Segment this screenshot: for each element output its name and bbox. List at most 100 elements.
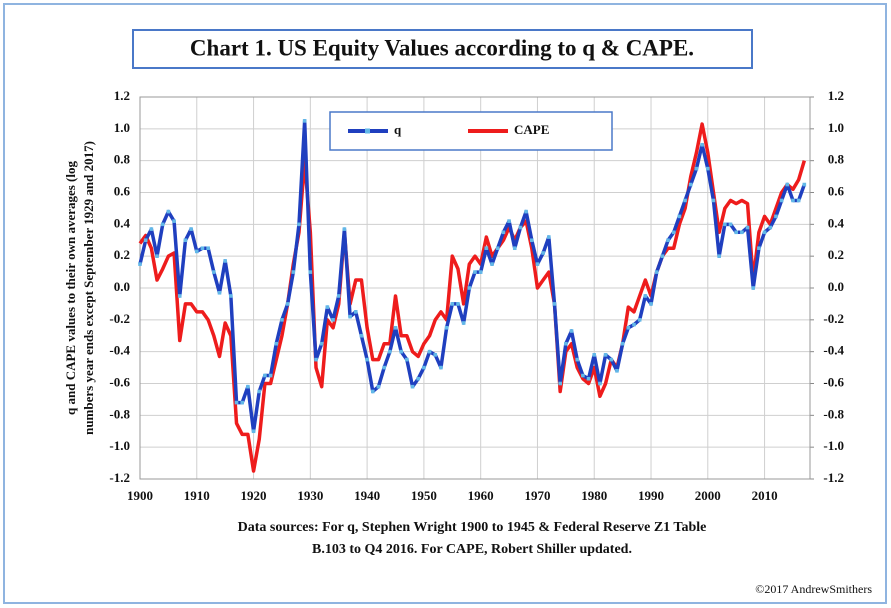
x-tick-label: 1970 — [524, 488, 550, 503]
series-marker — [206, 246, 210, 251]
series-marker — [558, 381, 562, 386]
series-marker — [603, 353, 608, 357]
x-tick-label: 1950 — [411, 488, 437, 503]
series-marker — [370, 389, 375, 394]
series-marker — [802, 182, 807, 187]
series-marker — [609, 357, 614, 362]
series-marker — [512, 246, 517, 251]
series-marker — [586, 376, 591, 381]
x-tick-label: 1920 — [241, 488, 267, 503]
y2-tick-label: 0.4 — [828, 215, 845, 230]
y2-tick-label: -0.6 — [823, 374, 844, 389]
series-marker — [189, 227, 193, 231]
series-marker — [376, 384, 381, 389]
series-marker — [569, 329, 574, 333]
series-marker — [757, 246, 761, 251]
y2-tick-label: 0.0 — [828, 279, 844, 294]
series-marker — [734, 230, 738, 235]
series-marker — [331, 318, 335, 322]
x-tick-label: 1990 — [638, 488, 664, 503]
x-tick-label: 1960 — [468, 488, 494, 503]
series-marker — [666, 238, 670, 243]
x-tick-label: 1910 — [184, 488, 210, 503]
series-marker — [359, 333, 364, 338]
series-marker — [615, 368, 619, 373]
series-marker — [467, 286, 472, 290]
series-marker — [700, 142, 704, 147]
series-marker — [717, 254, 721, 258]
series-marker — [796, 198, 801, 203]
series-marker — [314, 357, 318, 362]
series-line — [138, 122, 806, 473]
series-marker — [422, 365, 426, 370]
series-marker — [575, 357, 580, 362]
y-tick-label: 0.8 — [114, 152, 131, 167]
series-marker — [302, 119, 307, 123]
legend-label: CAPE — [514, 122, 549, 137]
series-marker — [524, 209, 528, 214]
series-marker — [393, 325, 398, 330]
series-marker — [592, 353, 597, 357]
series-marker — [581, 373, 585, 378]
series-marker — [200, 246, 205, 251]
series-marker — [251, 429, 256, 434]
series-marker — [212, 270, 216, 274]
series-marker — [217, 290, 222, 295]
series-marker — [274, 341, 279, 346]
frame — [3, 3, 887, 604]
series-marker — [160, 222, 165, 227]
series-marker — [177, 294, 182, 298]
series-marker — [791, 198, 795, 203]
series-marker — [740, 230, 744, 235]
series-marker — [683, 198, 687, 203]
series-marker — [365, 357, 369, 362]
series-marker — [529, 238, 534, 243]
series-marker — [319, 341, 324, 346]
series-marker — [774, 214, 778, 219]
series-marker — [183, 238, 188, 243]
series-marker — [263, 373, 267, 378]
y2-tick-label: -1.2 — [823, 470, 844, 485]
series-marker — [671, 230, 676, 235]
series-marker — [649, 302, 653, 306]
series-marker — [342, 227, 347, 231]
series-marker — [143, 238, 148, 243]
x-tick-label: 1900 — [127, 488, 153, 503]
series-marker — [234, 400, 239, 405]
series-marker — [416, 376, 421, 381]
series-marker — [728, 222, 733, 227]
y2-tick-label: -0.4 — [823, 343, 844, 358]
series-marker — [166, 209, 171, 214]
series-marker — [427, 349, 432, 354]
series-marker — [325, 305, 330, 309]
series-marker — [779, 198, 784, 203]
series-marker — [149, 227, 154, 231]
plot-border — [139, 96, 811, 480]
y-tick-label: -0.8 — [109, 406, 130, 421]
series-marker — [637, 318, 642, 322]
y2-tick-label: -0.2 — [823, 311, 844, 326]
series-marker — [552, 302, 557, 306]
series-marker — [433, 353, 438, 357]
series-marker — [723, 222, 727, 227]
series-marker — [785, 182, 790, 187]
series-marker — [501, 230, 506, 235]
series-marker — [677, 214, 682, 219]
series-marker — [490, 262, 494, 266]
y-tick-label: -1.2 — [109, 470, 130, 485]
series-marker — [484, 246, 489, 251]
x-tick-label: 2000 — [695, 488, 721, 503]
legend-marker — [365, 128, 370, 134]
series-marker — [194, 249, 199, 254]
y2-tick-label: -1.0 — [823, 438, 844, 453]
series-marker — [461, 321, 466, 325]
series-marker — [507, 219, 511, 223]
series-marker — [229, 294, 233, 298]
series-marker — [353, 310, 358, 314]
series-marker — [711, 198, 716, 203]
series-marker — [518, 225, 523, 230]
series-marker — [444, 325, 449, 330]
y-axis-label: numbers year ends except September 1929 … — [81, 141, 96, 435]
series-marker — [705, 166, 710, 171]
series-marker — [620, 341, 625, 346]
